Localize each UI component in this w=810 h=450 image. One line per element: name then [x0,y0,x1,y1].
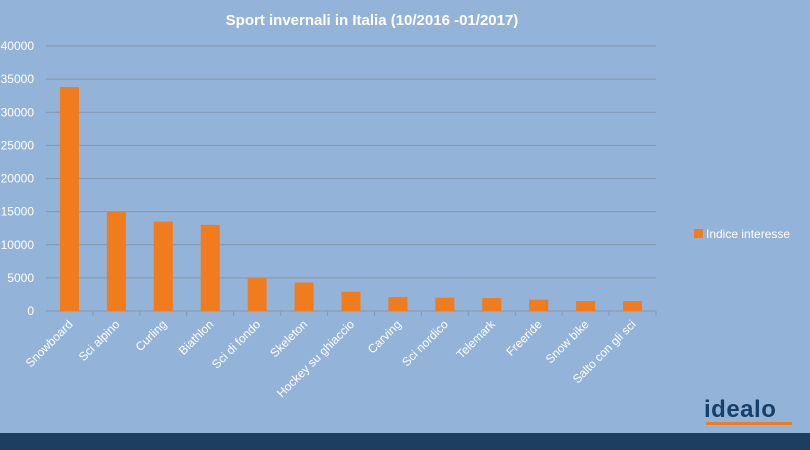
idealo-logo: idealo [704,396,777,423]
y-tick-label: 40000 [1,39,35,53]
bar [341,291,361,311]
legend-swatch [694,229,703,238]
logo-underline [706,422,792,425]
bar [294,282,314,311]
x-tick-label: Carving [365,317,404,356]
x-tick-label: Skeleton [267,317,310,360]
y-tick-label: 25000 [1,138,35,152]
bar [388,297,408,311]
x-tick-label: Curling [133,317,170,354]
grid-lines [46,45,657,316]
bar [482,298,502,311]
bar [106,211,126,311]
bar [529,299,549,311]
x-tick-label: Telemark [454,317,499,362]
x-tick-label: Sci nordico [399,317,451,369]
bar [59,87,79,311]
y-axis-tick-labels: 0 5000 10000 15000 20000 25000 30000 35000 40000 [1,39,35,318]
bar [153,221,173,311]
x-tick-label: Freeride [503,317,545,359]
bar [200,224,220,311]
bar [576,301,596,311]
y-tick-label: 30000 [1,105,35,119]
y-tick-label: 5000 [7,271,34,285]
x-tick-label: Snowboard [23,317,76,370]
y-tick-label: 15000 [1,205,35,219]
chart-title: Sport invernali in Italia (10/2016 -01/2… [226,12,519,29]
y-tick-label: 20000 [1,172,35,186]
footer-bar [0,433,810,450]
legend-label-indice-interesse: Indice interesse [706,227,790,241]
bar-series [59,87,643,311]
bar [623,301,643,311]
x-tick-label: Sci di fondo [209,317,263,371]
x-tick-label: Sci alpino [76,317,123,364]
y-tick-label: 0 [27,304,34,318]
y-tick-label: 10000 [1,238,35,252]
legend: Indice interesse [694,227,790,241]
bar [435,297,455,311]
y-tick-label: 35000 [1,72,35,86]
x-tick-label: Snow bike [543,317,592,366]
x-tick-label: Hockey su ghiaccio [274,317,357,400]
x-tick-label: Biathlon [176,317,217,358]
bar [247,277,267,311]
